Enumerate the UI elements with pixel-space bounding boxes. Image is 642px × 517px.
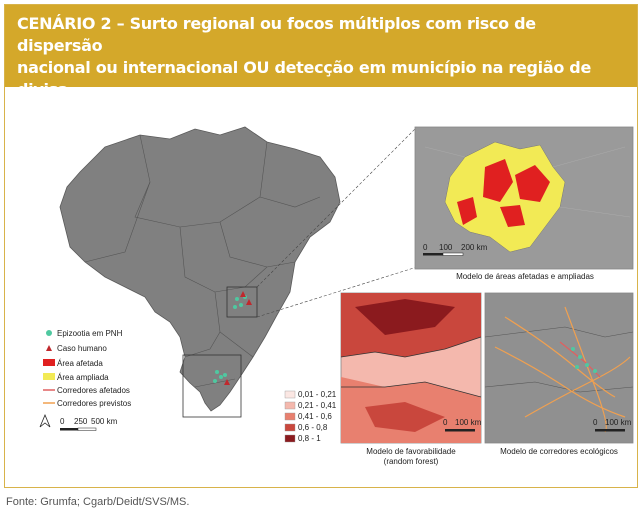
epizootic-point: [233, 305, 237, 309]
title-line-1: CENÁRIO 2 – Surto regional ou focos múlt…: [17, 14, 536, 55]
inset-areas-caption: Modelo de áreas afetadas e ampliadas: [456, 272, 594, 281]
legend-corridor-planned-label: Corredores previstos: [57, 399, 131, 408]
map-figure: Epizootia em PNH Caso humano Área afetad…: [39, 126, 634, 466]
inset-affected-areas: 0 100 200 km Modelo de áreas afetadas e …: [414, 126, 634, 281]
legend-epizootic-symbol: [46, 330, 52, 336]
legend-human-case-label: Caso humano: [57, 344, 107, 353]
legend-expanded-symbol: [43, 373, 55, 380]
human-case-point: [246, 299, 252, 305]
map-legend: Epizootia em PNH Caso humano Área afetad…: [39, 329, 131, 431]
header-banner: CENÁRIO 2 – Surto regional ou focos múlt…: [5, 5, 637, 121]
title-line-2: nacional ou internacional OU detecção em…: [17, 58, 591, 99]
epizootic-point: [215, 370, 219, 374]
human-case-point: [240, 291, 246, 297]
svg-text:0: 0: [443, 418, 448, 427]
legend-epizootic-label: Epizootia em PNH: [57, 329, 123, 338]
favorability-legend: 0,01 - 0,21 0,21 - 0,41 0,41 - 0,6 0,6 -…: [284, 390, 337, 443]
corridors-caption: Modelo de corredores ecológicos: [500, 447, 618, 456]
svg-text:200 km: 200 km: [461, 243, 488, 252]
north-arrow-icon: [39, 413, 51, 428]
epizootic-point: [235, 297, 239, 301]
legend-expanded-label: Área ampliada: [57, 373, 109, 382]
favorability-caption-2: (random forest): [384, 457, 439, 466]
svg-text:250: 250: [74, 417, 88, 426]
title-line-3: com outros estados ou em área de frontei…: [17, 102, 403, 121]
favorability-class-2: 0,21 - 0,41: [298, 401, 337, 410]
svg-text:0: 0: [423, 243, 428, 252]
outbreak-box-central: [226, 286, 258, 318]
svg-text:0: 0: [593, 418, 598, 427]
corridors-map: 0 100 km Modelo de corredores ecológicos: [484, 292, 634, 456]
human-case-point: [224, 379, 230, 385]
page-title: CENÁRIO 2 – Surto regional ou focos múlt…: [17, 13, 625, 123]
svg-text:100: 100: [439, 243, 453, 252]
scale-bar: [60, 428, 78, 431]
favorability-caption-1: Modelo de favorabilidade: [366, 447, 456, 456]
epizootic-point: [239, 303, 243, 307]
favorability-map: 0 100 km Modelo de favorabilidade (rando…: [340, 292, 482, 466]
svg-text:100 km: 100 km: [605, 418, 632, 427]
epizootic-point: [213, 379, 217, 383]
legend-human-case-symbol: [46, 345, 52, 351]
favorability-class-3: 0,41 - 0,6: [298, 412, 332, 421]
favorability-class-1: 0,01 - 0,21: [298, 390, 337, 399]
svg-text:0: 0: [60, 417, 65, 426]
scenario-card: CENÁRIO 2 – Surto regional ou focos múlt…: [4, 4, 638, 488]
legend-affected-symbol: [43, 359, 55, 366]
outbreak-box-south: [182, 354, 242, 418]
brazil-map: [59, 126, 418, 418]
legend-affected-label: Área afetada: [57, 359, 103, 368]
favorability-class-4: 0,6 - 0,8: [298, 423, 328, 432]
source-note: Fonte: Grumfa; Cgarb/Deidt/SVS/MS.: [6, 496, 190, 508]
favorability-class-5: 0,8 - 1: [298, 434, 321, 443]
svg-text:100 km: 100 km: [455, 418, 482, 427]
svg-text:500 km: 500 km: [91, 417, 118, 426]
epizootic-point: [219, 375, 223, 379]
legend-corridor-affected-label: Corredores afetados: [57, 386, 130, 395]
epizootic-point: [223, 373, 227, 377]
